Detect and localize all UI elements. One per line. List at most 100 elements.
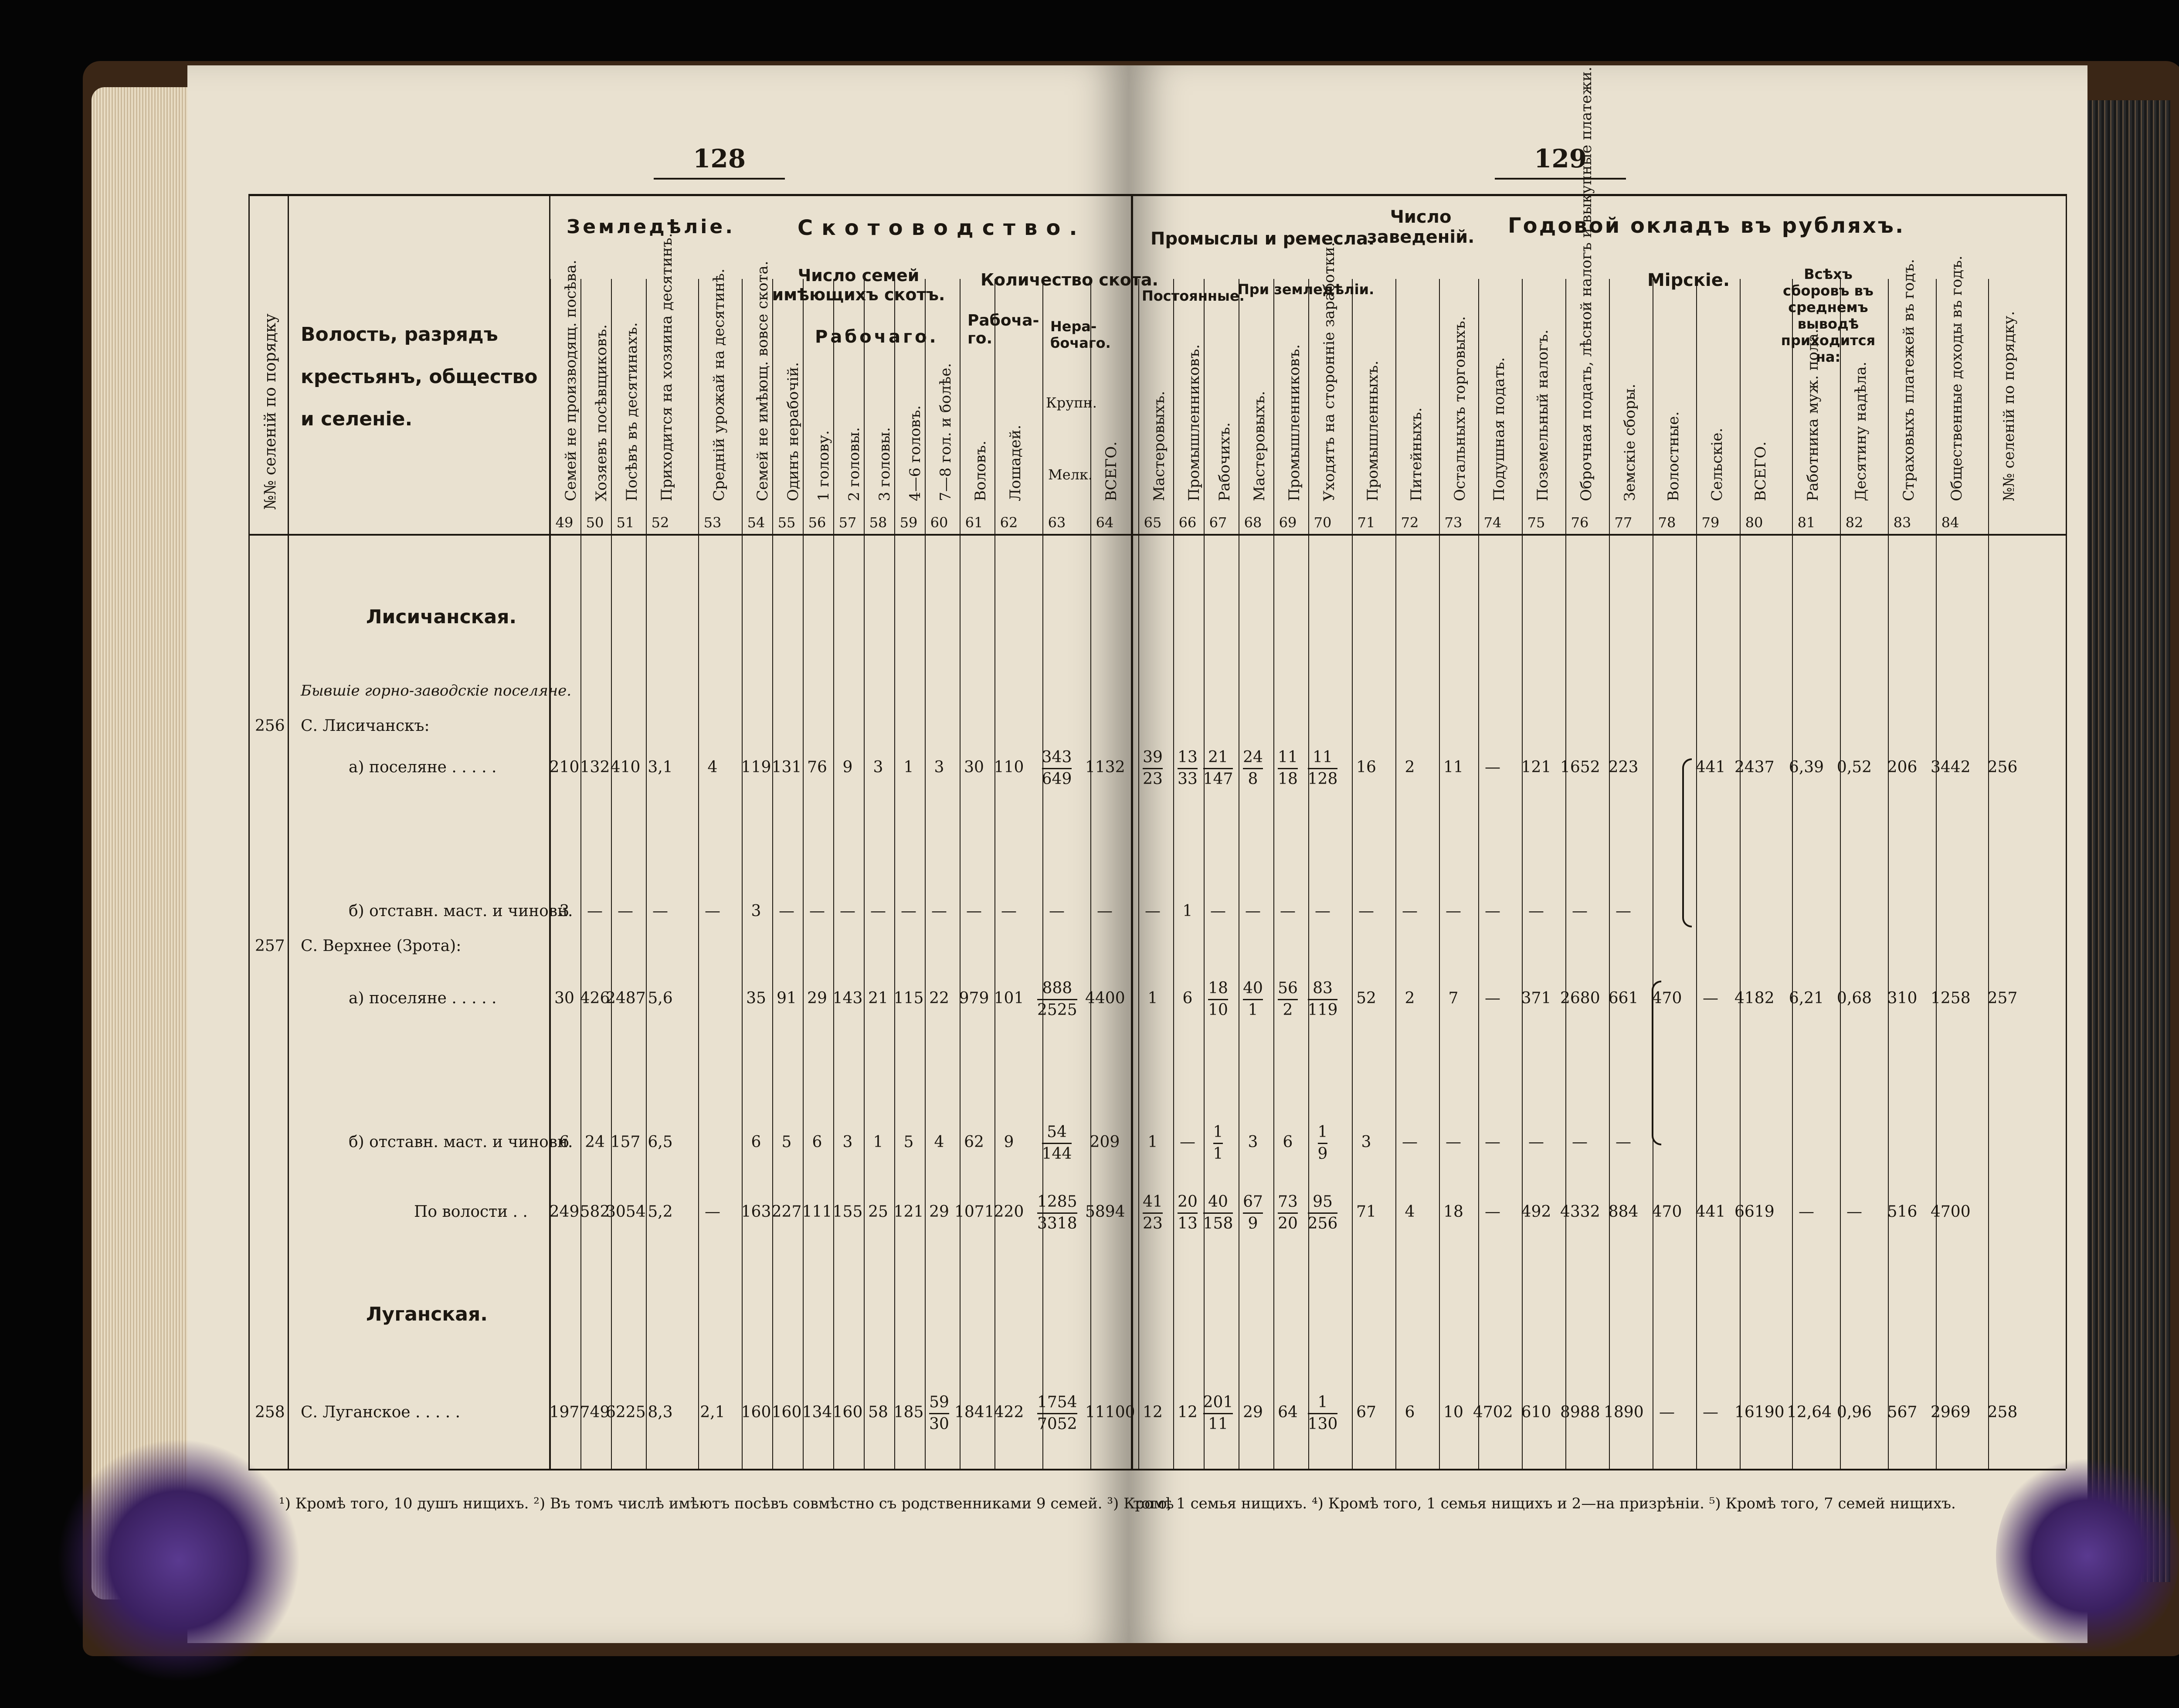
table-cell: 223 <box>1608 758 1639 776</box>
table-cell: — <box>1799 1203 1814 1221</box>
page-edges-right <box>2083 100 2170 1582</box>
table-cell: 160 <box>741 1403 771 1421</box>
table-cell: 5894 <box>1085 1203 1125 1221</box>
col-header-label: Промышленныхъ. <box>1364 360 1381 501</box>
table-cell: 206 <box>1887 758 1918 776</box>
table-cell: 210 <box>549 758 580 776</box>
col-divider <box>803 279 804 1469</box>
table-cell: 979 <box>959 989 989 1007</box>
col-number: 76 <box>1571 514 1589 531</box>
col-divider <box>1395 279 1396 1469</box>
col-header-label: Мастеровыхъ. <box>1251 390 1268 501</box>
table-cell: 441 <box>1695 1203 1726 1221</box>
table-cell: — <box>1446 902 1461 920</box>
table-cell: 2437 <box>1734 758 1775 776</box>
table-cell: 62 <box>964 1133 984 1151</box>
col-divider <box>1696 279 1697 1469</box>
table-cell: 661 <box>1608 989 1639 1007</box>
col-header-label: Оброчная подать, лѣсной налогъ и выкупны… <box>1578 67 1595 501</box>
col-divider <box>925 279 926 1469</box>
table-cell: 441 <box>1695 758 1726 776</box>
table-cell: 371 <box>1521 989 1551 1007</box>
col-number: 68 <box>1244 514 1262 531</box>
col-header-label: Хозяевъ посѣвщиковъ. <box>593 324 610 501</box>
table-cell: 21 <box>868 989 888 1007</box>
row-number: 256 <box>255 717 285 735</box>
table-cell: 343 649 <box>1042 748 1072 788</box>
table-cell: — <box>1485 758 1500 776</box>
col-divider <box>1352 279 1353 1469</box>
table-cell: 2487 <box>606 989 646 1007</box>
table-cell: — <box>840 902 855 920</box>
col-number: 60 <box>930 514 948 531</box>
col-header-label: Приходится на хозяина десятинъ. <box>658 233 675 501</box>
col-header-label: Сельскіе. <box>1708 428 1726 501</box>
col-number: 52 <box>651 514 669 531</box>
table-cell: 131 <box>771 758 802 776</box>
table-cell: 11 <box>1443 758 1463 776</box>
col-number: 71 <box>1357 514 1375 531</box>
col-divider <box>1090 279 1091 1469</box>
footnote-right: того, 1 семья нищихъ. ⁴) Кромѣ того, 1 с… <box>1133 1495 1956 1512</box>
col-header-label: Семей не производящ. посѣва. <box>562 260 580 501</box>
col-divider <box>1565 279 1566 1469</box>
table-cell: 91 <box>777 989 797 1007</box>
row-label: б) отставн. маст. и чиновн. <box>349 1133 573 1151</box>
table-cell: 2 <box>1405 989 1415 1007</box>
col-header-label: №№ селеній по порядку. <box>2000 311 2018 501</box>
col-header-label: Посѣвъ въ десятинахъ. <box>623 322 641 501</box>
section-lisichanskaya: Лисичанская. <box>366 606 517 628</box>
col-divider <box>864 279 865 1469</box>
table-cell: 29 <box>1243 1403 1263 1421</box>
col-number: 79 <box>1701 514 1720 531</box>
table-left-border <box>248 194 250 1469</box>
table-cell: 160 <box>832 1403 863 1421</box>
table-cell: 5 <box>903 1133 914 1151</box>
table-cell: 0,96 <box>1836 1403 1872 1421</box>
table-cell: — <box>1485 902 1500 920</box>
col-divider <box>1840 279 1841 1469</box>
col-number: 73 <box>1444 514 1463 531</box>
table-cell: 101 <box>994 989 1024 1007</box>
header-worldly: Мірскіе. <box>1647 270 1730 290</box>
table-cell: — <box>1703 1403 1718 1421</box>
table-cell: 410 <box>610 758 641 776</box>
col-number: 83 <box>1893 514 1911 531</box>
table-cell: — <box>1180 1133 1195 1151</box>
row-label: С. Верхнее (Зрота): <box>301 937 462 955</box>
table-cell: — <box>901 902 916 920</box>
table-cell: 6 <box>812 1133 822 1151</box>
table-cell: — <box>966 902 982 920</box>
table-cell: — <box>1315 902 1330 920</box>
table-cell: — <box>779 902 794 920</box>
table-cell: 0,68 <box>1836 989 1872 1007</box>
table-cell: 30 <box>554 989 574 1007</box>
header-at-farming: При земледѣліи. <box>1238 281 1375 298</box>
col-divider <box>960 279 961 1469</box>
table-cell: 426 <box>580 989 610 1007</box>
page-number-left: 128 <box>653 144 785 180</box>
table-cell: 58 <box>868 1403 888 1421</box>
table-cell: 4 <box>1405 1203 1415 1221</box>
table-cell: 13 33 <box>1178 748 1198 788</box>
table-cell: — <box>705 902 720 920</box>
table-cell: 5 <box>781 1133 792 1151</box>
table-cell: — <box>931 902 947 920</box>
col-divider <box>611 279 612 1469</box>
col-divider <box>646 279 647 1469</box>
table-cell: 1258 <box>1931 989 1971 1007</box>
header-nonworking: Нера-бочаго. <box>1050 318 1111 351</box>
table-cell: — <box>1528 1133 1544 1151</box>
table-cell: — <box>652 902 668 920</box>
table-cell: 95 256 <box>1307 1193 1338 1233</box>
table-cell: 11 18 <box>1278 748 1298 788</box>
header-small: Мелк. <box>1048 466 1093 483</box>
table-cell: 256 <box>1987 758 2018 776</box>
table-cell: 18 <box>1443 1203 1463 1221</box>
header-families-cattle: Число семей имѣющихъ скотъ. <box>772 266 945 304</box>
table-cell: 1 <box>1147 1133 1158 1151</box>
table-cell: — <box>1358 902 1374 920</box>
section-former: Бывшіе горно-заводскіе поселяне. <box>301 682 572 699</box>
table-cell: 888 2525 <box>1037 979 1077 1019</box>
